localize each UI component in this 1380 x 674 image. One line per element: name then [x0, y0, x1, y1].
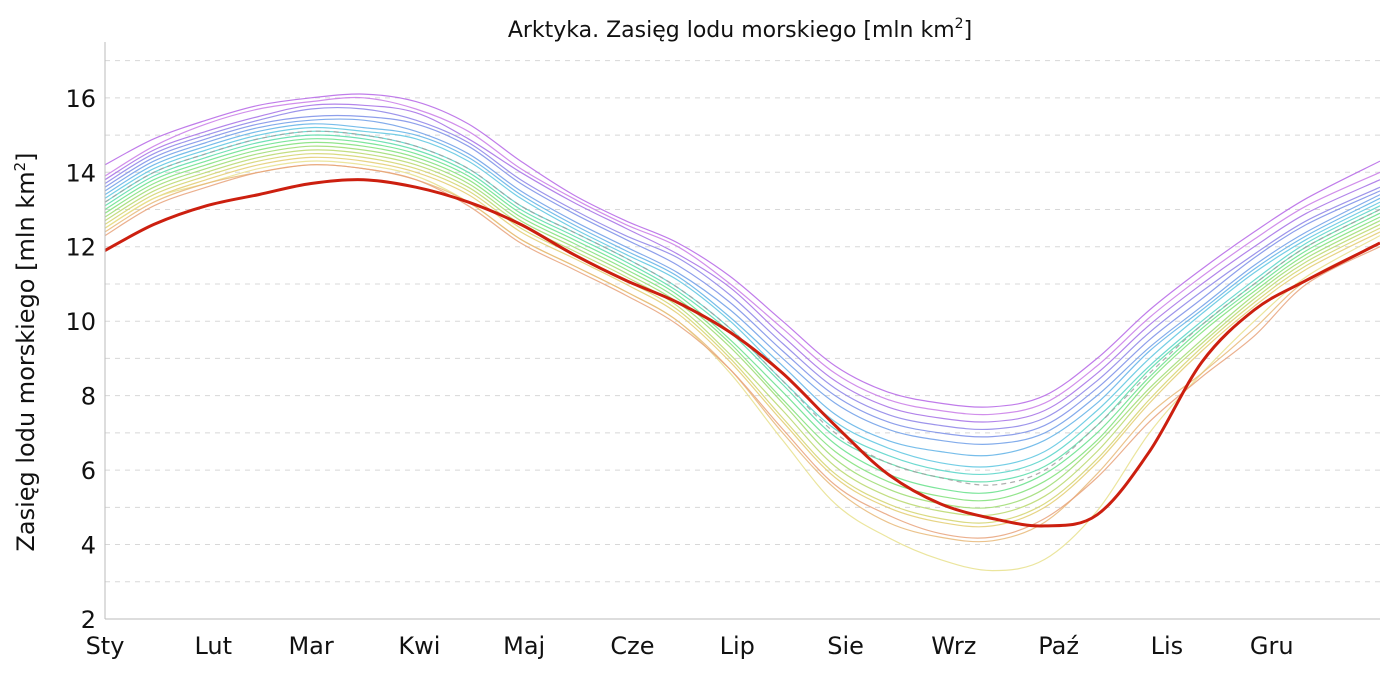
- series-line: [104, 164, 1380, 543]
- x-tick-label: Sty: [86, 632, 125, 660]
- series-line: [104, 96, 1380, 416]
- y-tick-label: 10: [65, 308, 96, 336]
- series-line: [104, 138, 1380, 494]
- y-tick-label: 4: [81, 532, 96, 560]
- series-lines: [104, 93, 1380, 572]
- series-line: [104, 152, 1380, 524]
- x-tick-label: Maj: [503, 632, 545, 660]
- x-tick-label: Lip: [720, 632, 755, 660]
- grid-lines: [105, 60, 1380, 620]
- y-tick-labels: 2 4 6 8 10 12 14 16: [65, 85, 96, 634]
- series-line: [104, 141, 1380, 502]
- series-line: [104, 164, 1380, 539]
- x-tick-label: Gru: [1250, 632, 1294, 660]
- series-line-highlight: [104, 178, 1380, 528]
- x-tick-label: Mar: [288, 632, 333, 660]
- y-tick-label: 14: [65, 159, 96, 187]
- series-line: [104, 126, 1380, 468]
- series-line: [104, 130, 1380, 476]
- x-tick-labels: Sty Lut Mar Kwi Maj Cze Lip Sie Wrz Paź Lis Gru: [86, 632, 1294, 660]
- series-line: [104, 134, 1380, 483]
- series-line: [104, 160, 1380, 572]
- series-line: [104, 118, 1380, 445]
- y-tick-label: 6: [81, 457, 96, 485]
- series-line: [104, 123, 1380, 457]
- series-line: [104, 106, 1380, 431]
- series-line: [104, 114, 1380, 438]
- x-tick-label: Paź: [1038, 632, 1079, 660]
- y-tick-label: 2: [81, 606, 96, 634]
- y-axis-label: Zasięg lodu morskiego [mln km2]: [11, 152, 40, 551]
- series-line: [104, 156, 1380, 528]
- x-tick-label: Cze: [610, 632, 654, 660]
- series-line: [104, 145, 1380, 509]
- y-tick-label: 12: [65, 234, 96, 262]
- x-tick-label: Lut: [194, 632, 232, 660]
- x-tick-label: Wrz: [931, 632, 976, 660]
- chart-title: Arktyka. Zasięg lodu morskiego [mln km2]: [508, 16, 972, 43]
- y-tick-label: 16: [65, 85, 96, 113]
- series-line: [104, 103, 1380, 423]
- x-tick-label: Sie: [827, 632, 864, 660]
- series-line: [104, 149, 1380, 517]
- x-tick-label: Kwi: [398, 632, 440, 660]
- y-tick-label: 8: [81, 383, 96, 411]
- series-line: [104, 93, 1380, 408]
- x-tick-label: Lis: [1151, 632, 1184, 660]
